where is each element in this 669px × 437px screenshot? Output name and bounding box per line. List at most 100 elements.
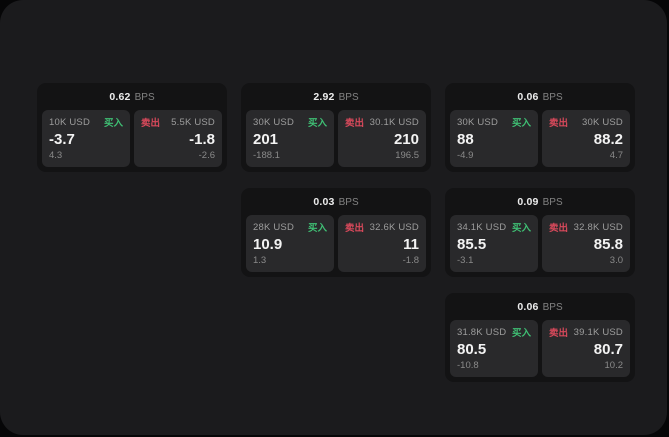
sell-tile-top: 卖出 32.6K USD [345,220,419,235]
price-card: 0.06 BPS 30K USD 买入 88 -4.9 卖出 30K USD 8… [445,83,635,172]
sell-tile-top: 卖出 30K USD [549,115,623,130]
sell-price: 85.8 [593,235,623,253]
buy-label: 买入 [307,118,327,129]
buy-tile-top: 31.8K USD 买入 [457,325,531,340]
buy-label: 买入 [511,223,531,234]
sell-delta: -1.8 [402,255,419,266]
buy-tile[interactable]: 30K USD 买入 88 -4.9 [450,110,538,167]
sell-delta: -2.6 [198,150,215,161]
buy-price: -3.7 [49,130,75,148]
card-header: 0.06 BPS [445,293,635,317]
sell-tile[interactable]: 卖出 32.8K USD 85.8 3.0 [542,215,630,272]
card-header: 2.92 BPS [241,83,431,107]
buy-tile-top: 30K USD 买入 [253,115,327,130]
sell-price: 11 [403,235,419,253]
sell-delta: 4.7 [609,150,623,161]
buy-label: 买入 [511,328,531,339]
sell-label: 卖出 [345,223,365,234]
sell-tile[interactable]: 卖出 30K USD 88.2 4.7 [542,110,630,167]
card-body: 28K USD 买入 10.9 1.3 卖出 32.6K USD 11 -1.8 [241,212,431,277]
buy-delta: -188.1 [253,150,280,161]
bps-value: 0.09 [517,196,539,208]
bps-unit: BPS [542,301,563,313]
bps-value: 0.06 [517,91,539,103]
card-header: 0.03 BPS [241,188,431,212]
sell-tile[interactable]: 卖出 5.5K USD -1.8 -2.6 [134,110,222,167]
sell-delta: 10.2 [604,360,624,371]
buy-tile-top: 30K USD 买入 [457,115,531,130]
sell-tile[interactable]: 卖出 39.1K USD 80.7 10.2 [542,320,630,377]
sell-tile-top: 卖出 5.5K USD [141,115,215,130]
sell-price: 80.7 [593,340,623,358]
sell-amount: 30.1K USD [369,116,419,128]
sell-amount: 39.1K USD [573,326,623,338]
cards-grid: 0.62 BPS 10K USD 买入 -3.7 4.3 卖出 5.5K USD… [37,83,635,382]
buy-delta: -10.8 [457,360,479,371]
sell-label: 卖出 [549,118,569,129]
bps-value: 0.03 [313,196,335,208]
buy-price: 88 [457,130,474,148]
price-card: 0.09 BPS 34.1K USD 买入 85.5 -3.1 卖出 32.8K… [445,188,635,277]
buy-tile[interactable]: 30K USD 买入 201 -188.1 [246,110,334,167]
sell-price: 88.2 [593,130,623,148]
sell-amount: 32.6K USD [369,221,419,233]
buy-tile-top: 34.1K USD 买入 [457,220,531,235]
buy-tile[interactable]: 28K USD 买入 10.9 1.3 [246,215,334,272]
buy-delta: -3.1 [457,255,474,266]
bps-unit: BPS [338,91,359,103]
buy-delta: 1.3 [253,255,267,266]
buy-amount: 30K USD [457,116,499,128]
card-body: 30K USD 买入 201 -188.1 卖出 30.1K USD 210 1… [241,107,431,172]
buy-tile[interactable]: 34.1K USD 买入 85.5 -3.1 [450,215,538,272]
bps-unit: BPS [338,196,359,208]
buy-amount: 10K USD [49,116,91,128]
sell-tile[interactable]: 卖出 30.1K USD 210 196.5 [338,110,426,167]
sell-tile-top: 卖出 39.1K USD [549,325,623,340]
card-body: 30K USD 买入 88 -4.9 卖出 30K USD 88.2 4.7 [445,107,635,172]
sell-tile-top: 卖出 30.1K USD [345,115,419,130]
sell-label: 卖出 [345,118,365,129]
price-card: 0.03 BPS 28K USD 买入 10.9 1.3 卖出 32.6K US… [241,188,431,277]
bps-value: 0.62 [109,91,131,103]
bps-unit: BPS [542,196,563,208]
buy-amount: 30K USD [253,116,295,128]
sell-label: 卖出 [141,118,161,129]
sell-price: -1.8 [189,130,215,148]
sell-amount: 32.8K USD [573,221,623,233]
sell-delta: 3.0 [609,255,623,266]
bps-unit: BPS [542,91,563,103]
buy-price: 85.5 [457,235,487,253]
buy-amount: 28K USD [253,221,295,233]
sell-tile[interactable]: 卖出 32.6K USD 11 -1.8 [338,215,426,272]
buy-tile[interactable]: 10K USD 买入 -3.7 4.3 [42,110,130,167]
bps-value: 2.92 [313,91,335,103]
sell-label: 卖出 [549,223,569,234]
card-body: 31.8K USD 买入 80.5 -10.8 卖出 39.1K USD 80.… [445,317,635,382]
buy-label: 买入 [103,118,123,129]
buy-label: 买入 [307,223,327,234]
bps-unit: BPS [134,91,155,103]
buy-tile[interactable]: 31.8K USD 买入 80.5 -10.8 [450,320,538,377]
price-card: 0.06 BPS 31.8K USD 买入 80.5 -10.8 卖出 39.1… [445,293,635,382]
buy-price: 201 [253,130,279,148]
card-body: 10K USD 买入 -3.7 4.3 卖出 5.5K USD -1.8 -2.… [37,107,227,172]
buy-tile-top: 10K USD 买入 [49,115,123,130]
sell-price: 210 [393,130,419,148]
card-header: 0.09 BPS [445,188,635,212]
buy-amount: 34.1K USD [457,221,507,233]
buy-tile-top: 28K USD 买入 [253,220,327,235]
sell-tile-top: 卖出 32.8K USD [549,220,623,235]
buy-delta: -4.9 [457,150,474,161]
bps-value: 0.06 [517,301,539,313]
buy-price: 80.5 [457,340,487,358]
card-body: 34.1K USD 买入 85.5 -3.1 卖出 32.8K USD 85.8… [445,212,635,277]
sell-amount: 5.5K USD [171,116,215,128]
buy-amount: 31.8K USD [457,326,507,338]
buy-label: 买入 [511,118,531,129]
buy-price: 10.9 [253,235,283,253]
buy-delta: 4.3 [49,150,63,161]
sell-label: 卖出 [549,328,569,339]
price-card: 0.62 BPS 10K USD 买入 -3.7 4.3 卖出 5.5K USD… [37,83,227,172]
sell-delta: 196.5 [395,150,419,161]
